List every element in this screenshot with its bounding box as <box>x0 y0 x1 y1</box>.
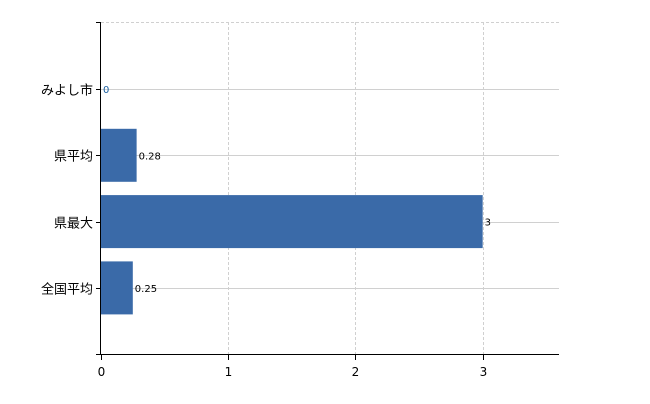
bar <box>101 195 483 249</box>
data-label: 0 <box>103 85 109 96</box>
y-tick-label: 全国平均 <box>41 282 93 298</box>
x-tick-label: 3 <box>480 365 488 379</box>
data-label: 0.25 <box>135 284 157 295</box>
data-label: 0.28 <box>139 151 161 162</box>
x-tick-label: 0 <box>98 365 106 379</box>
grid-lines <box>101 22 559 354</box>
y-tick-label: 県最大 <box>54 217 93 232</box>
x-tick-label: 2 <box>352 365 360 379</box>
x-tick-label: 1 <box>225 365 233 379</box>
bars <box>101 128 483 315</box>
data-labels: 0 0.28 3 0.25 <box>103 85 491 295</box>
bar <box>101 128 137 182</box>
data-label: 3 <box>485 218 491 229</box>
bar <box>101 261 133 315</box>
y-tick-label: 県平均 <box>54 150 93 165</box>
y-tick-label: みよし市 <box>41 83 93 99</box>
